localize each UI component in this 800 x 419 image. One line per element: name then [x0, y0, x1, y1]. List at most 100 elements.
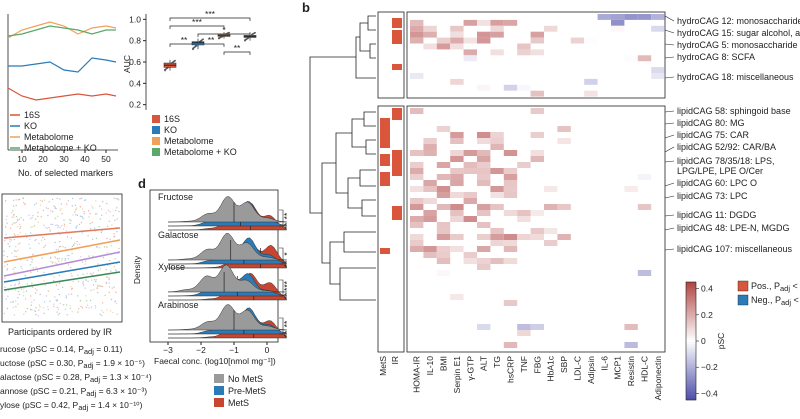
heatmap-cell	[423, 31, 437, 38]
scatter-point	[92, 284, 95, 286]
scatter-point	[10, 284, 12, 287]
scatter-point	[74, 242, 76, 244]
scatter-point	[93, 289, 95, 291]
heatmap-cell	[490, 31, 504, 38]
scatter-point	[35, 307, 37, 309]
c-stat: rucose (pSC = 0.14, P	[0, 344, 84, 354]
heatmap-cell	[423, 186, 437, 192]
scatter-point	[100, 285, 102, 287]
scatter-point	[37, 215, 39, 218]
heatmap-cell	[517, 330, 531, 336]
auc-boxes	[163, 31, 257, 72]
scatter-point	[58, 246, 61, 248]
row-dendrogram	[309, 15, 376, 301]
scatter-point	[53, 205, 55, 207]
heatmap-cell	[463, 37, 477, 44]
scatter-point	[79, 198, 81, 200]
scatter-point	[31, 216, 33, 219]
row-leader	[664, 227, 675, 231]
pos-label: Pos., P	[751, 281, 780, 291]
row-leader	[664, 146, 675, 153]
scatter-point	[69, 305, 71, 307]
scatter-point	[66, 314, 68, 316]
scatter-point	[108, 291, 110, 294]
scatter-point	[29, 247, 31, 249]
panel-b-heatmap: b MetS IR HOMA-IR IL-10 BMI Serpin E1 γ-GTP ALT…	[302, 0, 800, 400]
scatter-point	[41, 257, 43, 259]
scatter-point	[19, 227, 21, 230]
scatter-point	[84, 199, 86, 202]
c-xlabel: Participants ordered by IR	[8, 327, 113, 337]
scatter-point	[17, 290, 20, 293]
heatmap-cell	[517, 210, 531, 216]
scatter-point	[29, 308, 32, 311]
column-label: LDL-C	[573, 356, 583, 381]
a-xlabel: No. of selected markers	[18, 168, 114, 178]
heatmap-cell	[490, 144, 504, 150]
dendrogram-branch	[365, 139, 376, 155]
scatter-point	[70, 293, 73, 295]
row-leader	[664, 182, 675, 187]
heatmap-cell	[517, 84, 531, 91]
scatter-point	[61, 213, 63, 215]
ridge-xtick: 0	[265, 345, 270, 355]
heatmap-cell	[477, 234, 491, 240]
heatmap-cell	[436, 186, 451, 192]
heatmap-cell	[410, 198, 424, 204]
ridge-bracket	[279, 247, 284, 265]
scatter-point	[57, 314, 59, 316]
heatmap-cell	[557, 138, 571, 144]
heatmap-cell	[624, 186, 638, 192]
heatmap-cell	[436, 270, 451, 276]
scatter-point	[54, 255, 56, 258]
scatter-point	[91, 221, 93, 224]
heatmap-cell	[637, 55, 652, 62]
column-label: SBP	[559, 356, 569, 373]
scatter-point	[5, 233, 7, 236]
scatter-point	[32, 253, 35, 255]
column-label: Adiponectin	[653, 356, 663, 401]
heatmap-cell	[503, 150, 518, 156]
dendrogram-branch	[359, 22, 370, 52]
heatmap-cell	[410, 37, 424, 44]
auc-yticks: 0.2 0.4 0.6 0.8 1.0	[129, 14, 146, 110]
scatter-point	[91, 238, 94, 241]
scatter-point	[22, 219, 25, 221]
ridge-sugar-label: Fructose	[158, 192, 193, 202]
scatter-point	[31, 286, 34, 288]
neg-swatch	[737, 294, 749, 306]
scatter-point	[43, 312, 45, 314]
scatter-point	[113, 286, 115, 288]
scatter-point	[97, 269, 100, 272]
auc-significance-label: ***	[192, 17, 203, 27]
heatmap-cell	[450, 132, 464, 138]
scatter-point	[49, 230, 51, 233]
auc-significance-label: **	[234, 43, 241, 53]
scatter-point	[96, 287, 99, 290]
scatter-point	[14, 289, 17, 291]
scatter-point	[62, 228, 65, 230]
ridge-density-0	[168, 304, 287, 331]
scatter-point	[85, 260, 87, 262]
scatter-point	[92, 255, 94, 257]
scatter-point	[16, 218, 19, 220]
scatter-point	[74, 204, 77, 207]
scatter-points	[3, 197, 120, 317]
scatter-point	[9, 227, 12, 229]
heatmap-cell	[544, 228, 558, 234]
scatter-point	[113, 236, 115, 238]
auc-significance-label: **	[208, 35, 215, 45]
colorbar-step	[686, 354, 696, 357]
scatter-point	[15, 215, 18, 218]
colorbar-step	[686, 376, 696, 379]
colorbar-tick: 0	[701, 336, 706, 346]
auc-legend-swatch	[152, 115, 160, 123]
svg-text:Neg., Padj < 0: Neg., Padj < 0	[751, 295, 800, 307]
scatter-point	[11, 212, 13, 214]
row-leader	[664, 160, 675, 163]
scatter-point	[41, 200, 43, 202]
colorbar-step	[686, 292, 696, 295]
scatter-point	[19, 242, 21, 244]
scatter-point	[6, 269, 8, 271]
heatmap-cell	[477, 162, 491, 168]
